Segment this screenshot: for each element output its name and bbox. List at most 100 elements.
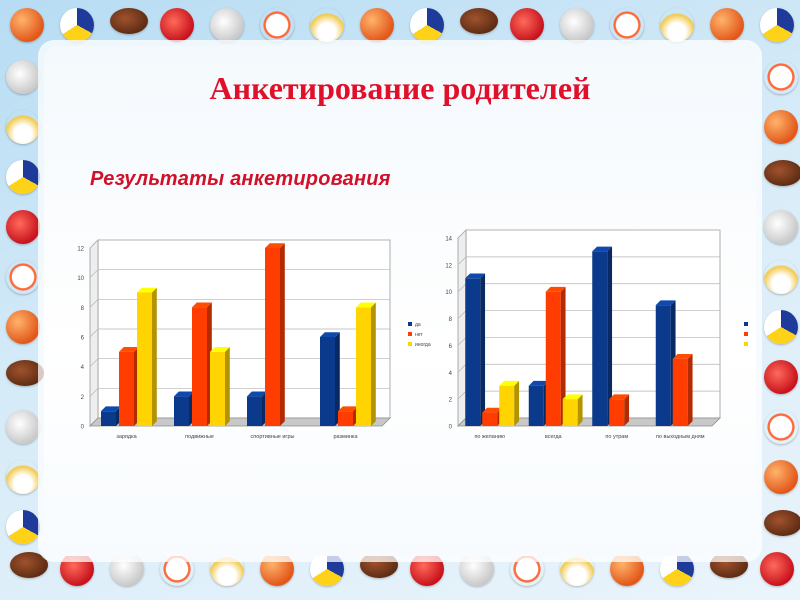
- bar-top: [247, 391, 267, 397]
- volleyball-icon: [6, 510, 40, 544]
- ping-pong-icon: [760, 552, 794, 586]
- legend-swatch: [408, 332, 412, 336]
- bar: [499, 380, 520, 426]
- volleyball-icon: [760, 8, 794, 42]
- bar-front: [247, 396, 262, 426]
- bar: [101, 406, 121, 426]
- x-tick-label: спортивные игры: [251, 434, 295, 440]
- bar-top: [672, 354, 693, 359]
- y-tick-label: 0: [449, 425, 453, 431]
- x-tick-label: по утрам: [605, 434, 628, 440]
- basketball-icon: [6, 310, 40, 344]
- bar-top: [192, 302, 212, 308]
- basketball-icon: [360, 8, 394, 42]
- basketball-icon: [260, 552, 294, 586]
- y-tick-label: 10: [77, 276, 84, 282]
- y-tick-label: 6: [449, 344, 453, 350]
- ping-pong-icon: [510, 8, 544, 42]
- gridline: [89, 239, 390, 249]
- soccer-ball-icon: [110, 552, 144, 586]
- volleyball-icon: [410, 8, 444, 42]
- tennis-racket-icon: [260, 8, 294, 42]
- tennis-racket-icon: [610, 8, 644, 42]
- legend-label: нет: [415, 332, 423, 338]
- basketball-icon: [610, 552, 644, 586]
- badminton-icon: [6, 460, 40, 494]
- badminton-icon: [560, 552, 594, 586]
- bar-front: [119, 351, 134, 426]
- bar-side: [152, 287, 157, 426]
- bar-front: [655, 305, 671, 426]
- bar: [609, 394, 630, 426]
- bar-front: [137, 292, 152, 426]
- bar-front: [320, 337, 335, 426]
- y-tick-label: 12: [77, 247, 84, 253]
- bar: [192, 302, 212, 426]
- ping-pong-icon: [410, 552, 444, 586]
- y-tick-label: 4: [81, 365, 85, 371]
- bar-front: [499, 385, 515, 426]
- bar-front: [592, 251, 608, 426]
- bar-side: [607, 246, 613, 426]
- x-tick-label: всегда: [545, 434, 563, 440]
- y-tick-label: 12: [445, 263, 452, 269]
- bar-top: [265, 243, 285, 248]
- tennis-racket-icon: [160, 552, 194, 586]
- badminton-icon: [764, 260, 798, 294]
- volleyball-icon: [310, 552, 344, 586]
- bar-top: [528, 380, 549, 386]
- y-tick-label: 10: [445, 290, 452, 296]
- basketball-icon: [710, 8, 744, 42]
- bar-front: [562, 399, 578, 426]
- basketball-icon: [764, 110, 798, 144]
- bar-top: [592, 246, 613, 252]
- bar-front: [210, 351, 225, 426]
- legend-label: да: [415, 322, 421, 328]
- gridline: [89, 328, 390, 338]
- bar-front: [265, 248, 280, 426]
- bar-top: [101, 406, 121, 412]
- soccer-ball-icon: [764, 210, 798, 244]
- football-icon: [710, 552, 748, 578]
- bar-front: [609, 399, 625, 426]
- gridline: [457, 256, 720, 266]
- volleyball-icon: [660, 552, 694, 586]
- bar-side: [371, 302, 376, 426]
- y-tick-label: 2: [81, 395, 85, 401]
- basketball-icon: [764, 460, 798, 494]
- legend-swatch: [744, 342, 748, 346]
- bar-top: [545, 286, 566, 292]
- bar: [210, 347, 230, 426]
- x-tick-label: подвижные: [185, 434, 214, 440]
- bar: [528, 380, 549, 426]
- x-tick-label: по выходным дням: [656, 434, 705, 440]
- ping-pong-icon: [160, 8, 194, 42]
- badminton-icon: [210, 552, 244, 586]
- legend-label: иногда: [415, 342, 431, 348]
- football-icon: [764, 510, 800, 536]
- legend-swatch: [408, 322, 412, 326]
- bar-front: [482, 412, 498, 426]
- plot-floor: [457, 417, 721, 427]
- ping-pong-icon: [60, 552, 94, 586]
- badminton-icon: [660, 8, 694, 42]
- bar-top: [210, 347, 230, 352]
- tennis-racket-icon: [510, 552, 544, 586]
- bar-top: [465, 273, 486, 279]
- gridline: [89, 298, 390, 308]
- bar: [655, 300, 676, 426]
- bar-front: [672, 358, 688, 426]
- football-icon: [110, 8, 148, 34]
- bar: [356, 302, 376, 426]
- volleyball-icon: [60, 8, 94, 42]
- y-tick-label: 14: [445, 237, 452, 243]
- y-tick-label: 4: [449, 371, 453, 377]
- bar: [137, 287, 157, 426]
- bar: [174, 391, 194, 426]
- bar-top: [562, 394, 583, 400]
- bar-top: [137, 287, 157, 293]
- slide-title: Анкетирование родителей: [209, 70, 591, 106]
- bar-side: [687, 354, 693, 426]
- bar: [265, 243, 285, 426]
- y-tick-label: 8: [449, 317, 453, 323]
